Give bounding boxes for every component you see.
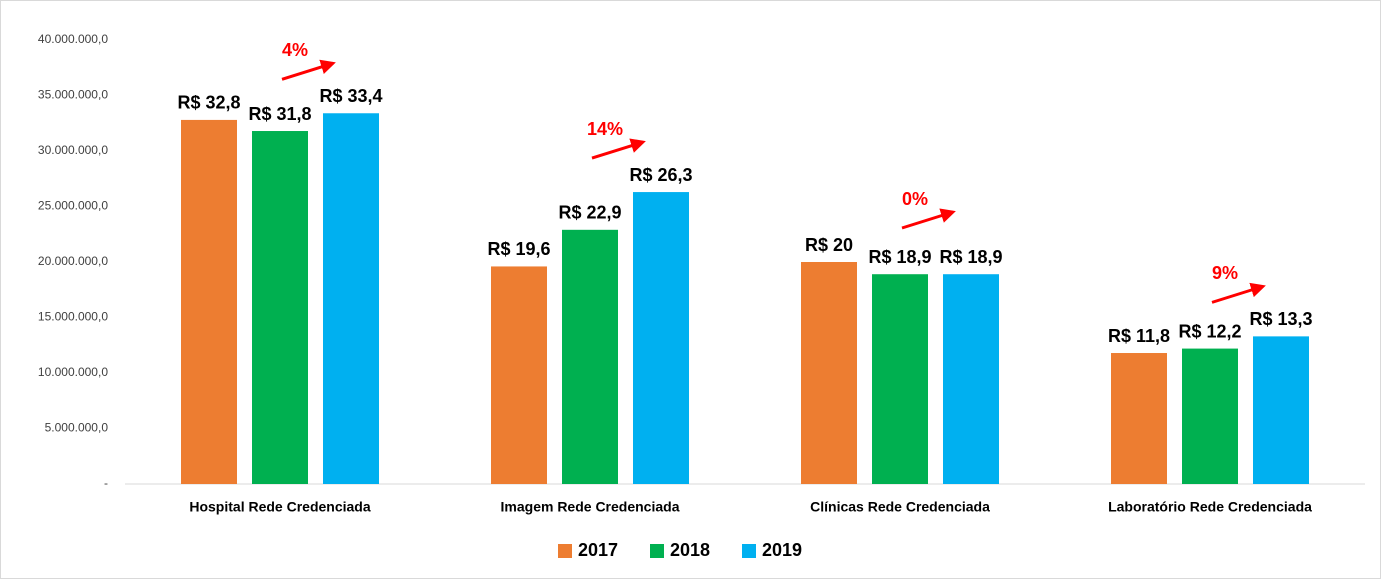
y-tick-label: - [104, 476, 108, 490]
bar [562, 229, 618, 484]
legend-swatch [742, 544, 756, 558]
bar [1182, 348, 1238, 484]
bar [491, 266, 547, 484]
bar [252, 131, 308, 484]
trend-arrow [591, 138, 646, 160]
data-label: R$ 31,8 [248, 104, 311, 124]
legend-label: 2018 [670, 540, 710, 560]
y-tick-label: 40.000.000,0 [38, 32, 108, 46]
bar [872, 274, 928, 484]
data-label: R$ 33,4 [319, 86, 382, 106]
bar [633, 192, 689, 484]
data-label: R$ 22,9 [558, 203, 621, 223]
legend-label: 2019 [762, 540, 802, 560]
data-label: R$ 20 [805, 235, 853, 255]
annotation: 4% [282, 40, 308, 60]
x-tick-label: Imagem Rede Credenciada [501, 499, 680, 515]
data-label: R$ 19,6 [487, 239, 550, 259]
x-tick-label: Clínicas Rede Credenciada [810, 499, 990, 515]
y-tick-label: 20.000.000,0 [38, 254, 108, 268]
data-label: R$ 18,9 [868, 247, 931, 267]
annotation: 0% [902, 189, 928, 209]
legend-swatch [650, 544, 664, 558]
trend-arrow [1211, 282, 1266, 304]
y-tick-label: 35.000.000,0 [38, 88, 108, 102]
x-tick-label: Hospital Rede Credenciada [189, 499, 370, 515]
legend-label: 2017 [578, 540, 618, 560]
trend-arrow [901, 208, 956, 230]
bar [1253, 336, 1309, 484]
annotation: 14% [587, 119, 623, 139]
x-tick-label: Laboratório Rede Credenciada [1108, 499, 1312, 515]
y-tick-label: 30.000.000,0 [38, 143, 108, 157]
legend-swatch [558, 544, 572, 558]
y-tick-label: 15.000.000,0 [38, 310, 108, 324]
bar [801, 262, 857, 484]
y-tick-label: 25.000.000,0 [38, 199, 108, 213]
bar [323, 113, 379, 484]
data-label: R$ 12,2 [1178, 321, 1241, 341]
y-tick-label: 5.000.000,0 [45, 421, 109, 435]
bar [1111, 353, 1167, 484]
data-label: R$ 32,8 [177, 93, 240, 113]
bar [943, 274, 999, 484]
y-tick-label: 10.000.000,0 [38, 365, 108, 379]
trend-arrow [281, 59, 336, 81]
data-label: R$ 26,3 [629, 165, 692, 185]
data-label: R$ 18,9 [939, 247, 1002, 267]
data-label: R$ 11,8 [1108, 326, 1170, 346]
bar [181, 119, 237, 485]
data-label: R$ 13,3 [1249, 309, 1312, 329]
annotation: 9% [1212, 263, 1238, 283]
